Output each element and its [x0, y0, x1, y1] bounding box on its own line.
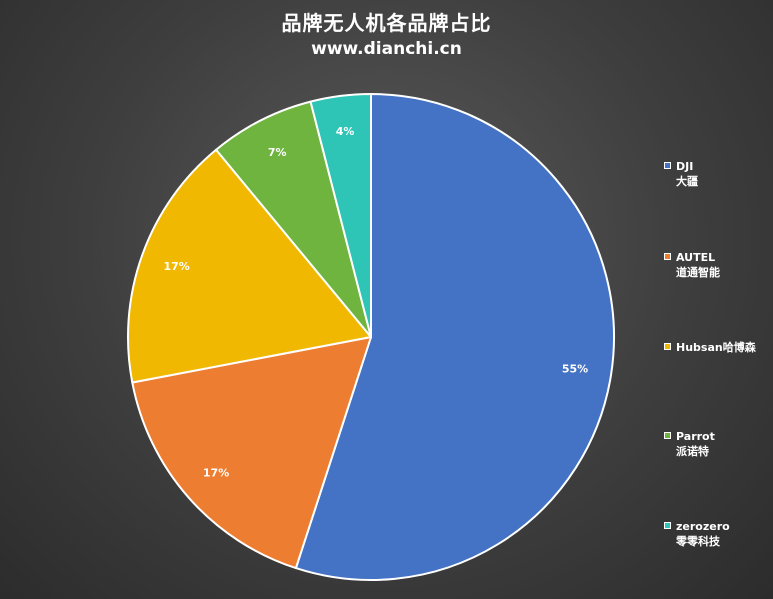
legend-name-1: AUTEL	[676, 251, 716, 264]
legend-swatch-4	[664, 522, 671, 529]
pie-slice-1	[131, 336, 372, 570]
pie-slice-4	[309, 93, 372, 338]
legend-label-2: Hubsan哈博森	[676, 340, 756, 355]
legend-name-sub-1: 道通智能	[676, 266, 720, 279]
legend-label-1: AUTEL 道通智能	[676, 250, 720, 280]
slice-data-label-4: 4%	[336, 125, 355, 138]
legend-name-sub-3: 派诺特	[676, 445, 709, 458]
legend-name-0: DJI	[676, 160, 694, 173]
pie-slice-2	[127, 148, 372, 384]
legend-name-4: zerozero	[676, 520, 730, 533]
legend-name-2: Hubsan哈博森	[676, 341, 756, 354]
legend-swatch-0	[664, 162, 671, 169]
slice-data-label-2: 17%	[163, 260, 189, 273]
legend-label-3: Parrot 派诺特	[676, 429, 715, 459]
legend-name-sub-0: 大疆	[676, 175, 698, 188]
legend-swatch-3	[664, 432, 671, 439]
legend-label-0: DJI 大疆	[676, 159, 698, 189]
slice-data-label-1: 17%	[203, 467, 229, 480]
chart-subtitle: www.dianchi.cn	[311, 39, 462, 59]
legend-name-3: Parrot	[676, 430, 715, 443]
legend-swatch-1	[664, 253, 671, 260]
pie-slice-0	[294, 93, 615, 581]
slice-data-label-3: 7%	[268, 146, 287, 159]
legend-swatch-2	[664, 343, 671, 350]
legend-label-4: zerozero 零零科技	[676, 519, 730, 549]
pie-slice-3	[215, 100, 372, 338]
slice-data-label-0: 55%	[562, 362, 588, 375]
chart-title: 品牌无人机各品牌占比	[281, 11, 492, 35]
legend-name-sub-4: 零零科技	[676, 535, 720, 548]
chart-title-block: 品牌无人机各品牌占比 www.dianchi.cn	[0, 10, 773, 60]
